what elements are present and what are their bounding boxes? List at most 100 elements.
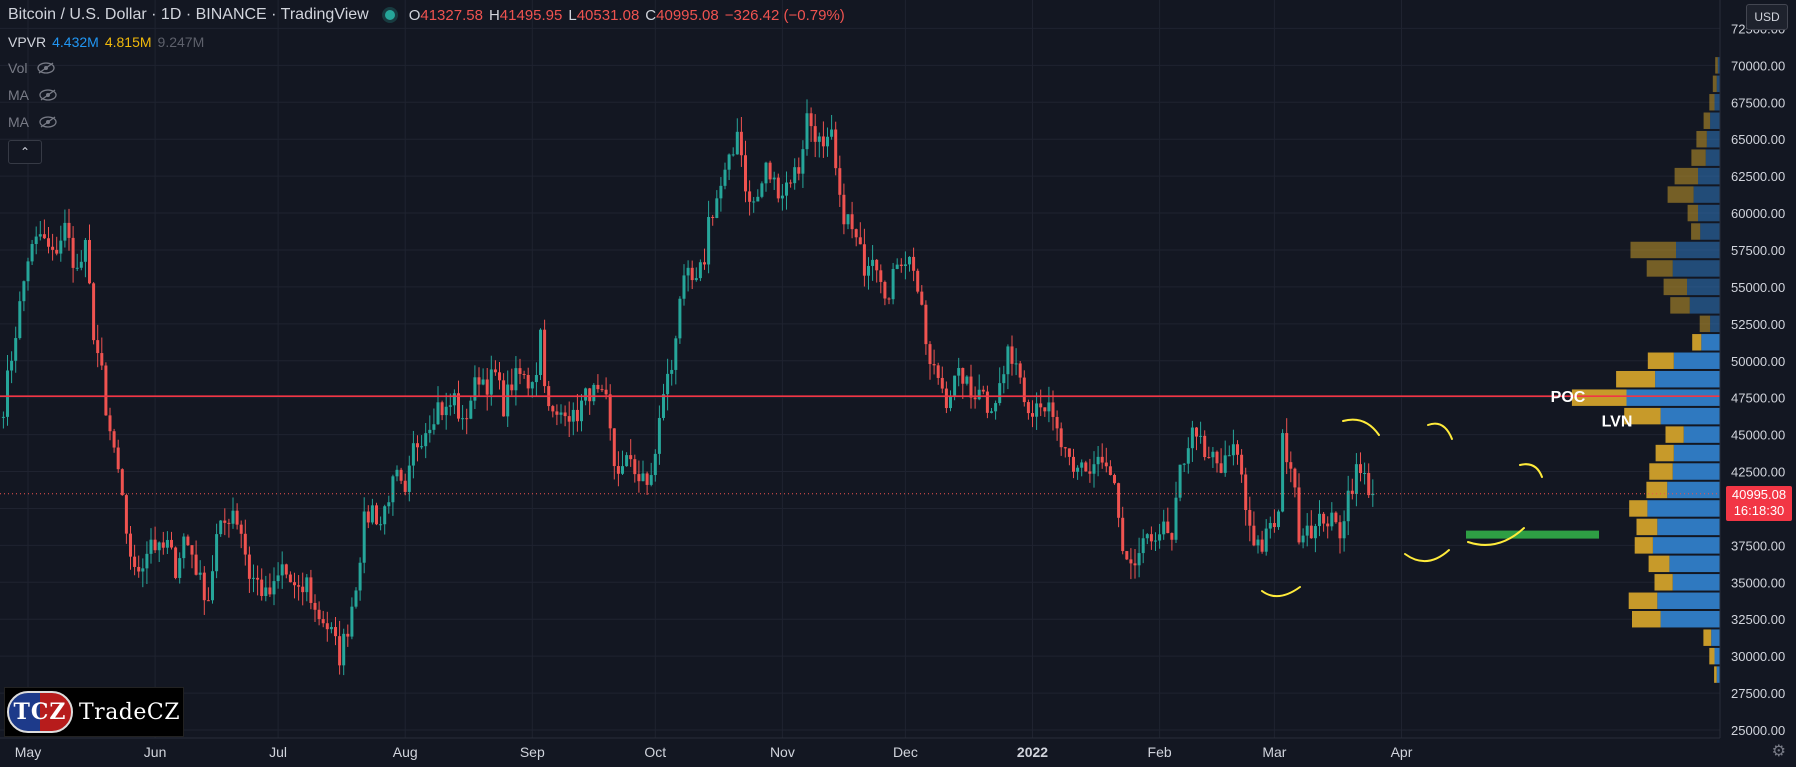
candle-body — [686, 267, 690, 276]
collapse-legend-button[interactable]: ⌃ — [8, 140, 42, 164]
candle-body — [1264, 528, 1268, 552]
volume-profile-down-bar — [1714, 647, 1720, 665]
symbol-title: Bitcoin / U.S. Dollar · 1D · BINANCE · T… — [8, 6, 369, 23]
candle-body — [1231, 444, 1235, 456]
candle-body — [551, 406, 555, 412]
hidden-eye-icon[interactable] — [39, 116, 57, 128]
candle-body — [1129, 559, 1133, 564]
candle-body — [362, 511, 366, 563]
ohlc-close: C40995.08 — [645, 6, 719, 24]
candle-body — [875, 259, 879, 271]
volume-profile-down-bar — [1672, 260, 1720, 277]
volume-profile-up-bar — [1647, 352, 1674, 369]
ma-indicator-2[interactable]: MA — [8, 114, 57, 130]
volume-profile-up-bar — [1624, 407, 1661, 425]
candle-body — [584, 388, 588, 401]
candle-body — [239, 524, 243, 534]
candle-body — [1334, 512, 1338, 523]
candle-body — [965, 376, 969, 384]
candle-body — [744, 155, 747, 192]
candle-body — [883, 281, 887, 299]
candle-body — [313, 602, 317, 610]
candle-body — [899, 264, 903, 267]
candle-body — [776, 177, 780, 199]
candle-body — [1207, 457, 1211, 459]
y-tick-label: 37500.00 — [1731, 538, 1785, 553]
candle-body — [727, 154, 731, 170]
ma-indicator-1[interactable]: MA — [8, 87, 57, 103]
y-tick-label: 62500.00 — [1731, 169, 1785, 184]
x-tick-label: Jun — [144, 744, 167, 760]
candle-body — [231, 510, 235, 524]
candle-body — [1248, 510, 1252, 526]
candle-body — [1166, 521, 1170, 534]
volume-profile-down-bar — [1710, 315, 1720, 333]
volume-profile-up-bar — [1712, 75, 1717, 93]
candle-body — [137, 566, 141, 572]
volume-profile-up-bar — [1648, 555, 1670, 573]
candle-body — [502, 380, 506, 417]
volume-profile-up-bar — [1646, 260, 1673, 277]
candle-body — [1063, 447, 1067, 449]
candle-body — [1326, 523, 1330, 527]
candle-body — [170, 539, 173, 548]
volume-profile-up-bar — [1703, 112, 1711, 129]
candle-body — [1313, 526, 1317, 539]
support-zone — [1466, 530, 1599, 539]
ohlc-low: L40531.08 — [568, 6, 640, 24]
candle-body — [957, 368, 961, 376]
candle-body — [1055, 416, 1059, 429]
vol-indicator[interactable]: Vol — [8, 60, 56, 76]
candle-body — [440, 402, 444, 416]
candle-body — [1076, 467, 1080, 472]
hidden-eye-icon[interactable] — [37, 62, 56, 74]
vpvr-total-volume: 9.247M — [157, 34, 205, 50]
volume-profile-up-bar — [1636, 518, 1658, 536]
candle-body — [30, 244, 34, 262]
candle-body — [457, 393, 460, 419]
settings-gear-icon[interactable]: ⚙ — [1771, 743, 1786, 760]
y-tick-label: 47500.00 — [1731, 391, 1785, 406]
candle-body — [1096, 456, 1100, 465]
hand-drawn-annotation — [1342, 418, 1380, 436]
candle-body — [1084, 462, 1088, 472]
vpvr-legend[interactable]: VPVR 4.432M 4.815M 9.247M — [8, 34, 204, 50]
hand-drawn-annotation — [1261, 586, 1301, 598]
candle-body — [1211, 451, 1215, 458]
candle-body — [793, 167, 797, 184]
candle-body — [223, 520, 227, 523]
candle-body — [329, 627, 333, 630]
volume-profile-up-bar — [1663, 278, 1687, 296]
volume-profile-up-bar — [1629, 500, 1648, 517]
candle-body — [452, 393, 456, 406]
candle-body — [522, 373, 526, 375]
volume-profile-down-bar — [1683, 426, 1720, 443]
hidden-eye-icon[interactable] — [39, 89, 57, 101]
candle-body — [1297, 487, 1301, 543]
candle-body — [694, 278, 698, 281]
candle-body — [809, 113, 813, 127]
currency-selector[interactable]: USD — [1746, 4, 1788, 30]
annotation-label-poc: POC — [1551, 389, 1586, 406]
candle-body — [448, 405, 452, 407]
ma-label: MA — [8, 114, 29, 130]
candle-body — [1268, 522, 1272, 529]
candle-body — [592, 384, 596, 402]
candle-body — [969, 376, 973, 398]
candle-body — [850, 214, 854, 230]
candle-body — [797, 167, 801, 174]
candle-body — [461, 418, 465, 420]
candle-body — [198, 572, 202, 575]
candle-body — [657, 417, 661, 454]
candle-body — [510, 384, 514, 391]
candle-body — [235, 510, 239, 525]
volume-profile-down-bar — [1705, 149, 1720, 166]
candle-body — [1342, 521, 1346, 539]
candle-body — [395, 469, 399, 477]
volume-profile-down-bar — [1673, 352, 1720, 369]
y-tick-label: 32500.00 — [1731, 612, 1785, 627]
candle-body — [903, 264, 907, 267]
candle-body — [10, 360, 14, 371]
